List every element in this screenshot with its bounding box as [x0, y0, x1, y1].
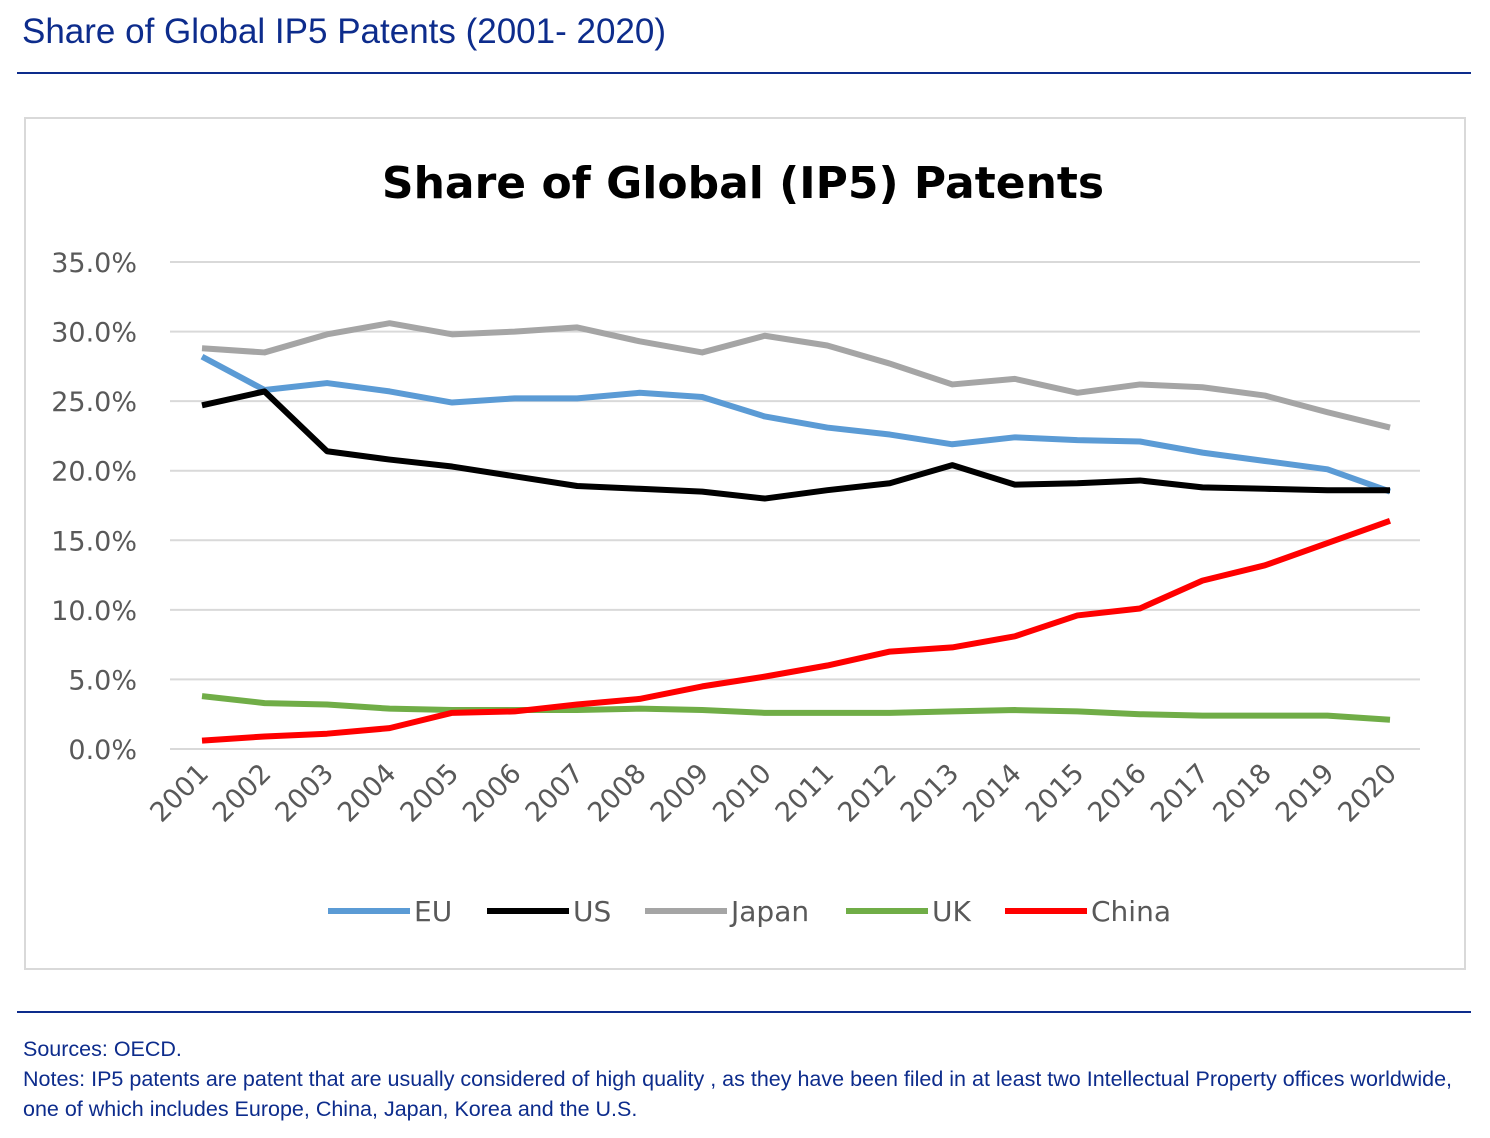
- page-title: Share of Global IP5 Patents (2001- 2020): [22, 12, 667, 51]
- legend-label: US: [573, 895, 611, 928]
- legend-label: UK: [932, 895, 971, 928]
- legend-label: China: [1091, 895, 1171, 928]
- x-tick-label: 2018: [1207, 758, 1278, 829]
- y-tick-label: 5.0%: [68, 665, 137, 696]
- y-tick-label: 15.0%: [51, 526, 137, 557]
- y-tick-label: 25.0%: [51, 387, 137, 418]
- x-tick-label: 2010: [707, 758, 778, 829]
- legend-label: EU: [414, 895, 452, 928]
- y-tick-label: 20.0%: [51, 457, 137, 488]
- x-tick-label: 2020: [1332, 758, 1403, 829]
- legend-item-eu: EU: [328, 895, 452, 928]
- x-tick-label: 2011: [770, 758, 841, 829]
- legend-item-china: China: [1005, 895, 1171, 928]
- x-tick-label: 2007: [520, 758, 591, 829]
- series-line-japan: [201, 320, 1391, 431]
- x-tick-label: 2014: [957, 758, 1028, 829]
- x-tick-label: 2015: [1020, 758, 1091, 829]
- x-tick-label: 2006: [457, 758, 528, 829]
- chart-frame: [24, 117, 1466, 970]
- series-line-china: [201, 517, 1392, 744]
- legend-item-japan: Japan: [645, 895, 809, 928]
- x-tick-label: 2012: [832, 758, 903, 829]
- x-tick-label: 2005: [395, 758, 466, 829]
- x-tick-label: 2004: [332, 758, 403, 829]
- header-divider: [17, 72, 1471, 74]
- x-tick-label: 2008: [582, 758, 653, 829]
- x-tick-label: 2001: [144, 758, 215, 829]
- y-tick-label: 10.0%: [51, 596, 137, 627]
- x-tick-label: 2013: [895, 758, 966, 829]
- y-tick-label: 30.0%: [51, 318, 137, 349]
- x-tick-label: 2019: [1270, 758, 1341, 829]
- legend-label: Japan: [729, 895, 809, 928]
- footer-divider: [17, 1011, 1471, 1013]
- x-tick-label: 2009: [645, 758, 716, 829]
- y-tick-label: 0.0%: [68, 735, 137, 766]
- series-line-uk: [201, 693, 1391, 723]
- series-line-us: [201, 388, 1390, 502]
- legend-item-us: US: [487, 895, 611, 928]
- legend-item-uk: UK: [846, 895, 971, 928]
- series-line-eu: [200, 353, 1392, 495]
- x-tick-label: 2016: [1082, 758, 1153, 829]
- x-tick-label: 2003: [269, 758, 340, 829]
- x-tick-label: 2002: [207, 758, 278, 829]
- chart-title: Share of Global (IP5) Patents: [382, 158, 1104, 209]
- notes-text: Notes: IP5 patents are patent that are u…: [23, 1067, 1452, 1121]
- sources-text: Sources: OECD.: [23, 1037, 182, 1061]
- x-tick-label: 2017: [1145, 758, 1216, 829]
- y-tick-label: 35.0%: [51, 248, 137, 279]
